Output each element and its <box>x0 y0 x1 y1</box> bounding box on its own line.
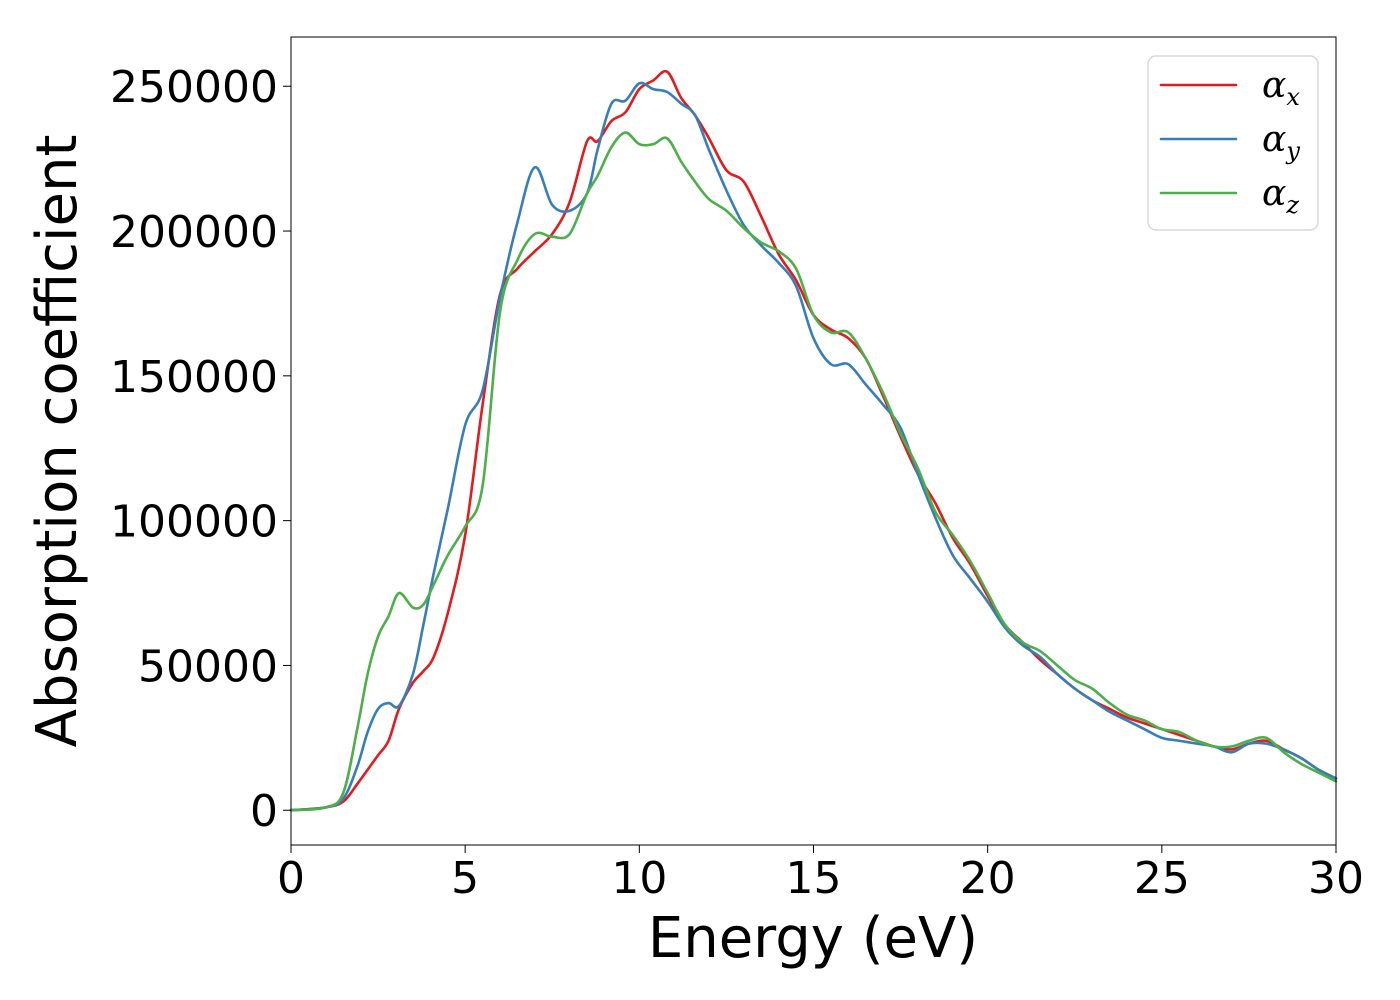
legend-label-alpha-z: αz <box>1262 173 1299 219</box>
series-line-alpha-y <box>289 81 1338 812</box>
y-tick-label: 100000 <box>110 497 278 548</box>
legend-label-alpha-y: αy <box>1262 119 1300 165</box>
y-tick-label: 50000 <box>138 641 278 692</box>
y-tick-label: 250000 <box>110 62 278 113</box>
y-axis: 0 50000 100000 150000 200000 250000 <box>110 62 291 837</box>
x-tick-label: 5 <box>451 853 479 904</box>
legend-box <box>1147 55 1319 231</box>
legend-label-alpha-x: αx <box>1262 65 1300 111</box>
legend: αx αy αz <box>1147 55 1319 231</box>
x-tick-label: 15 <box>786 853 842 904</box>
x-tick-label: 30 <box>1308 853 1364 904</box>
x-tick-label: 0 <box>277 853 305 904</box>
series-line-alpha-z <box>289 131 1338 812</box>
x-tick-label: 20 <box>960 853 1016 904</box>
y-tick-label: 150000 <box>110 352 278 403</box>
series-layer <box>289 69 1338 812</box>
series-line-alpha-x <box>289 69 1338 812</box>
y-tick-label: 0 <box>250 786 278 837</box>
x-axis: 0 5 10 15 20 25 30 <box>277 845 1364 904</box>
y-tick-label: 200000 <box>110 207 278 258</box>
x-tick-label: 10 <box>611 853 667 904</box>
x-tick-label: 25 <box>1134 853 1190 904</box>
x-axis-title: Energy (eV) <box>648 906 978 971</box>
y-axis-title: Absorption coefficient <box>25 135 90 748</box>
